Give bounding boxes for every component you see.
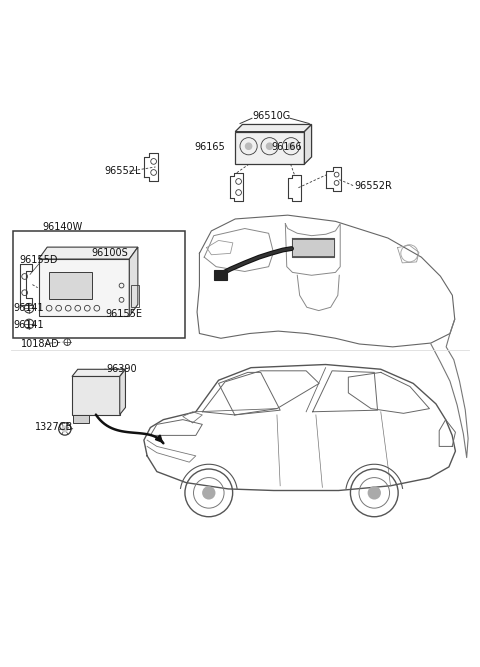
Text: 96552R: 96552R: [355, 181, 393, 191]
Bar: [73, 415, 89, 424]
Circle shape: [61, 426, 68, 432]
Text: 96155E: 96155E: [106, 309, 143, 319]
Polygon shape: [129, 247, 138, 316]
Text: 96165: 96165: [195, 142, 226, 152]
Circle shape: [266, 143, 274, 150]
Polygon shape: [304, 125, 312, 164]
Text: 96141: 96141: [13, 320, 44, 330]
Text: 96140W: 96140W: [42, 222, 82, 232]
Text: 96155D: 96155D: [20, 255, 58, 265]
Circle shape: [368, 486, 381, 500]
Bar: [13, 231, 185, 338]
Bar: [72, 376, 120, 415]
Polygon shape: [235, 125, 312, 131]
Circle shape: [245, 143, 252, 150]
Text: 1018AD: 1018AD: [21, 339, 59, 349]
Text: 96166: 96166: [271, 142, 301, 152]
Bar: [49, 272, 92, 299]
Polygon shape: [72, 370, 125, 376]
Bar: [131, 285, 139, 307]
Bar: [244, 125, 296, 129]
Bar: [38, 259, 129, 316]
Text: 96100S: 96100S: [91, 248, 128, 258]
Circle shape: [287, 143, 295, 150]
Text: 96141: 96141: [13, 303, 44, 313]
Polygon shape: [120, 370, 125, 415]
Text: 96552L: 96552L: [104, 166, 141, 176]
Text: 96510G: 96510G: [252, 111, 290, 121]
Bar: [292, 239, 334, 256]
Bar: [235, 131, 304, 164]
Polygon shape: [38, 247, 138, 259]
Circle shape: [202, 486, 216, 500]
Bar: [214, 269, 227, 280]
Text: 96390: 96390: [107, 364, 137, 374]
Text: 1327CB: 1327CB: [35, 422, 73, 432]
